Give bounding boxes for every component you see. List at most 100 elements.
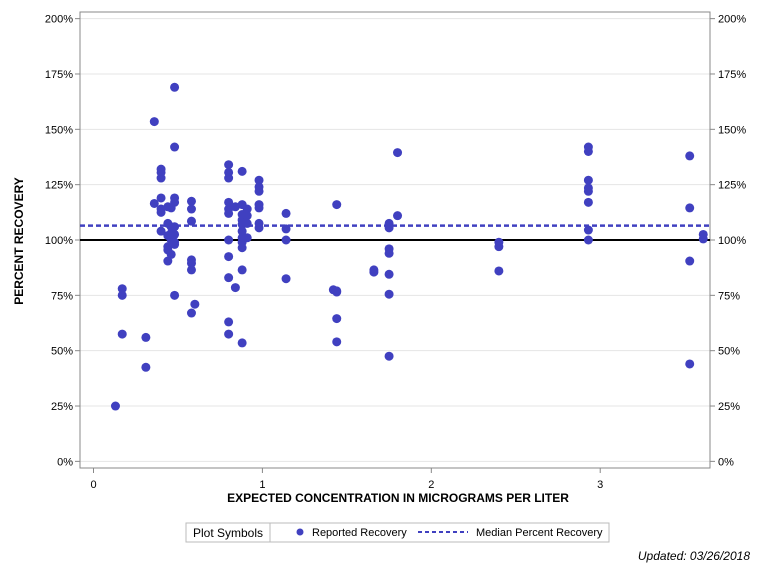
updated-timestamp: Updated: 03/26/2018 — [637, 549, 750, 563]
legend-marker-reported-recovery — [296, 528, 304, 536]
data-point-75 — [254, 203, 264, 213]
data-point-81 — [281, 274, 291, 284]
y-tick-label-right-200: 200% — [718, 14, 746, 26]
data-point-35 — [186, 196, 196, 206]
y-tick-label-right-125: 125% — [718, 180, 746, 192]
data-point-101 — [494, 266, 504, 276]
y-tick-label-left-125: 125% — [45, 180, 73, 192]
legend: Plot Symbols Reported Recovery Median Pe… — [185, 522, 610, 543]
legend-label-median-percent-recovery: Median Percent Recovery — [476, 527, 603, 539]
x-tick-label-1: 1 — [259, 479, 265, 491]
y-tick-label-right-150: 150% — [718, 124, 746, 136]
y-axis-title: PERCENT RECOVERY — [12, 177, 26, 305]
data-point-67 — [242, 204, 252, 214]
data-point-54 — [230, 202, 240, 212]
data-point-107 — [583, 197, 593, 207]
data-point-86 — [332, 314, 342, 324]
data-point-112 — [685, 256, 695, 266]
y-axis-left: 0% 25% 50% 75% 100% 125% 150% 175% 200% — [45, 14, 80, 468]
data-point-77 — [254, 223, 264, 233]
data-point-42 — [190, 299, 200, 309]
x-axis-title: EXPECTED CONCENTRATION IN MICROGRAMS PER… — [227, 491, 569, 505]
data-point-104 — [583, 175, 593, 185]
data-point-100 — [494, 242, 504, 252]
y-tick-label-left-25: 25% — [51, 401, 73, 413]
data-point-0 — [110, 401, 120, 411]
data-point-96 — [384, 351, 394, 361]
y-tick-label-left-75: 75% — [51, 290, 73, 302]
data-point-98 — [393, 211, 403, 221]
data-point-79 — [281, 224, 291, 234]
y-axis-right: 0% 25% 50% 75% 100% 125% 150% 175% 200% — [710, 14, 746, 468]
data-point-85 — [332, 287, 342, 297]
y-tick-label-right-50: 50% — [718, 346, 740, 358]
data-point-52 — [224, 317, 234, 327]
data-points — [110, 82, 708, 411]
data-point-110 — [685, 151, 695, 161]
data-point-115 — [698, 234, 708, 244]
y-tick-label-right-175: 175% — [718, 69, 746, 81]
data-point-89 — [369, 267, 379, 277]
data-point-14 — [156, 226, 166, 236]
data-point-109 — [583, 235, 593, 245]
data-point-65 — [237, 265, 247, 275]
data-point-49 — [224, 235, 234, 245]
data-point-46 — [224, 197, 234, 207]
data-point-40 — [186, 265, 196, 275]
data-point-55 — [230, 283, 240, 293]
y-tick-label-right-0: 0% — [718, 456, 734, 468]
legend-label-reported-recovery: Reported Recovery — [312, 527, 407, 539]
data-point-71 — [254, 175, 264, 185]
data-point-5 — [141, 362, 151, 372]
y-tick-label-left-200: 200% — [45, 14, 73, 26]
data-point-70 — [242, 233, 252, 243]
data-point-69 — [242, 218, 252, 228]
data-point-27 — [170, 142, 180, 152]
data-point-34 — [170, 290, 180, 300]
data-point-10 — [156, 173, 166, 183]
data-point-87 — [332, 337, 342, 347]
data-point-30 — [170, 222, 180, 232]
x-tick-label-2: 2 — [428, 479, 434, 491]
data-point-93 — [384, 248, 394, 258]
x-tick-label-3: 3 — [597, 479, 603, 491]
data-point-51 — [224, 273, 234, 283]
data-point-41 — [186, 308, 196, 318]
y-tick-label-right-75: 75% — [718, 290, 740, 302]
data-point-1 — [117, 284, 127, 294]
data-point-113 — [685, 359, 695, 369]
data-point-48 — [224, 208, 234, 218]
data-point-31 — [170, 229, 180, 239]
data-point-20 — [163, 256, 173, 266]
data-point-83 — [332, 200, 342, 210]
x-tick-label-0: 0 — [90, 479, 96, 491]
data-point-3 — [117, 329, 127, 339]
data-point-78 — [281, 208, 291, 218]
data-point-64 — [237, 243, 247, 253]
data-point-2 — [117, 290, 127, 300]
y-tick-label-left-150: 150% — [45, 124, 73, 136]
data-point-25 — [166, 249, 176, 259]
data-point-6 — [149, 117, 159, 127]
data-point-106 — [583, 186, 593, 196]
data-point-56 — [237, 166, 247, 176]
data-point-50 — [224, 252, 234, 262]
data-point-26 — [170, 82, 180, 92]
y-tick-label-left-100: 100% — [45, 235, 73, 247]
y-tick-label-left-50: 50% — [51, 346, 73, 358]
legend-title: Plot Symbols — [193, 526, 263, 540]
y-tick-label-left-0: 0% — [57, 456, 73, 468]
data-point-91 — [384, 223, 394, 233]
data-point-11 — [156, 193, 166, 203]
data-point-53 — [224, 329, 234, 339]
x-axis: 0 1 2 3 — [90, 468, 603, 491]
data-point-7 — [149, 198, 159, 208]
legend-box — [185, 522, 610, 543]
data-point-68 — [242, 211, 252, 221]
data-point-36 — [186, 204, 196, 214]
data-point-43 — [224, 160, 234, 170]
data-point-29 — [170, 197, 180, 207]
data-point-95 — [384, 289, 394, 299]
y-tick-label-left-175: 175% — [45, 69, 73, 81]
